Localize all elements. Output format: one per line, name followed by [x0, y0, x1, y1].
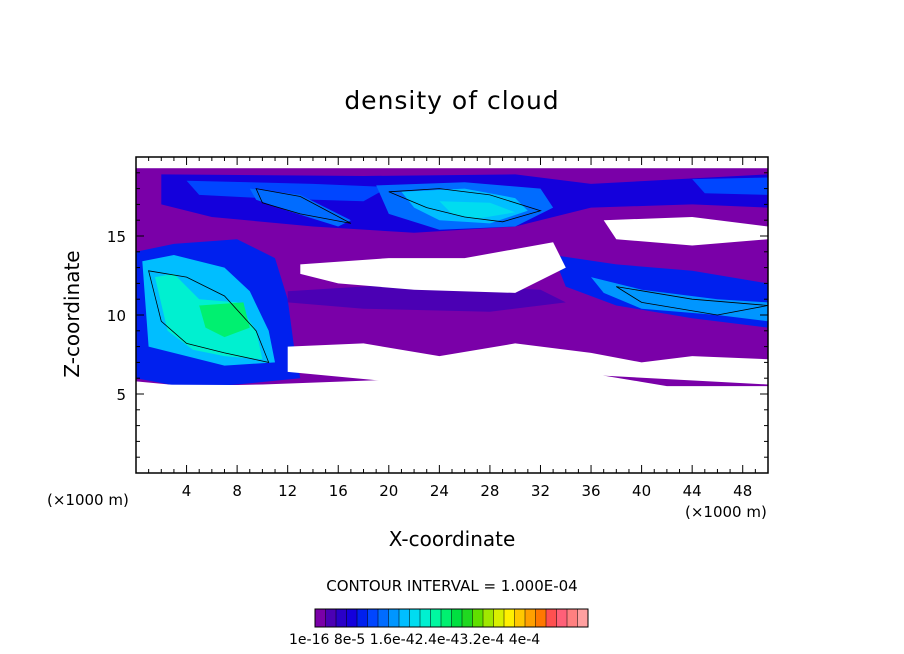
colorbar-swatch: [577, 609, 589, 627]
x-axis-unit-right: (×1000 m): [685, 503, 767, 521]
colorbar-swatch: [483, 609, 494, 627]
colorbar-swatch: [525, 609, 536, 627]
colorbar-swatch: [409, 609, 421, 627]
colorbar-swatch: [493, 609, 505, 627]
cloud-core-upper-inner: [439, 201, 516, 219]
cloud-layer-upper-right: [692, 177, 768, 195]
colorbar-swatch: [567, 609, 578, 627]
cloud-filament-left: [249, 188, 351, 227]
colorbar-swatch: [315, 609, 326, 627]
colorbar-swatch: [514, 609, 526, 627]
x-tick-label: 32: [531, 482, 550, 500]
x-tick-label: 36: [581, 482, 600, 500]
clear-air-center: [300, 242, 566, 293]
contour-interval: CONTOUR INTERVAL = 1.000E-04: [326, 577, 578, 595]
clear-air-upper-right: [603, 217, 768, 246]
y-tick-label: 5: [116, 386, 126, 404]
x-tick-label: 16: [329, 482, 348, 500]
x-tick-label: 20: [379, 482, 398, 500]
x-tick-label: 12: [278, 482, 297, 500]
clear-air-lower: [287, 343, 768, 385]
clear-air-top: [136, 157, 768, 169]
colorbar-swatch: [451, 609, 463, 627]
clear-air-regions: [136, 157, 768, 473]
contour-line-filament: [255, 188, 352, 224]
colorbar-swatch: [378, 609, 389, 627]
colorbar-swatch: [504, 609, 515, 627]
colorbar-swatch: [325, 609, 337, 627]
x-tick-label: 8: [232, 482, 242, 500]
cloud-core-left-peak: [199, 302, 250, 338]
colorbar-swatch: [399, 609, 410, 627]
x-axis-unit-left: (×1000 m): [47, 491, 129, 509]
y-tick-label: 10: [107, 307, 126, 325]
x-tick-label: 28: [480, 482, 499, 500]
contour-line-upper: [388, 188, 542, 223]
x-tick-label: 48: [733, 482, 752, 500]
colorbar-swatch: [441, 609, 452, 627]
colorbar-swatch: [430, 609, 442, 627]
colorbar-swatch: [357, 609, 368, 627]
clear-air-bottom: [136, 384, 768, 473]
x-axis-label: X-coordinate: [388, 527, 516, 551]
colorbar-swatch: [420, 609, 431, 627]
contour-line-left: [148, 270, 270, 363]
colorbar-swatch: [462, 609, 473, 627]
x-tick-label: 4: [182, 482, 192, 500]
colorbar: [314, 608, 589, 628]
chart-title: density of cloud: [344, 86, 560, 115]
x-tick-label: 24: [430, 482, 449, 500]
y-tick-label: 15: [107, 228, 126, 246]
cloud-layer-upper-left: [186, 180, 389, 202]
colorbar-swatch: [546, 609, 557, 627]
contour-line-right: [616, 286, 768, 316]
colorbar-labels: 1e-16 8e-5 1.6e-42.4e-43.2e-4 4e-4: [289, 632, 541, 648]
colorbar-swatch: [388, 609, 400, 627]
colorbar-swatch: [336, 609, 347, 627]
colorbar-swatch: [535, 609, 547, 627]
cloud-right-inner: [591, 277, 768, 322]
colorbar-swatch: [556, 609, 568, 627]
x-tick-label: 40: [632, 482, 651, 500]
x-tick-label: 44: [683, 482, 702, 500]
colorbar-swatch: [346, 609, 358, 627]
colorbar-swatch: [472, 609, 484, 627]
colorbar-swatch: [367, 609, 379, 627]
